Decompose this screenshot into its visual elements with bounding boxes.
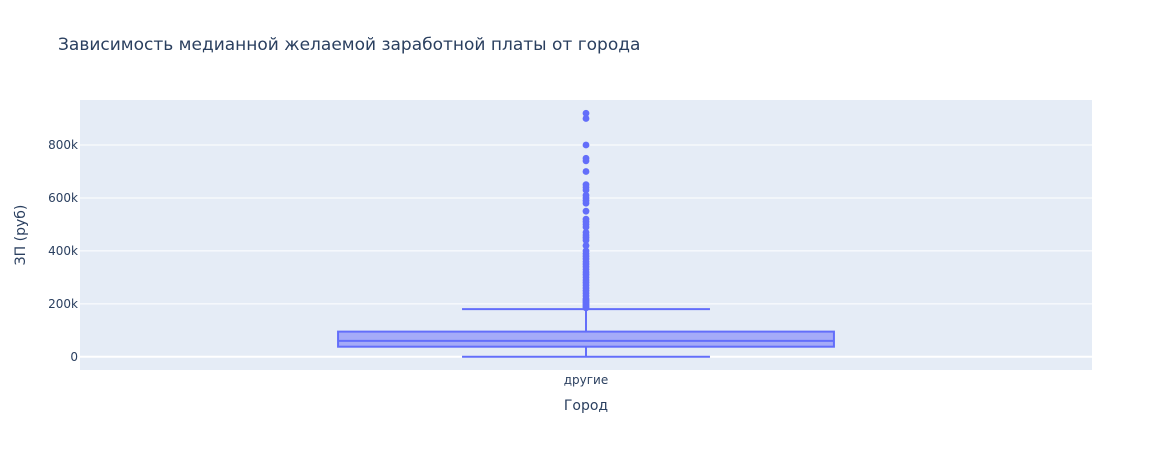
- outlier-point[interactable]: [582, 191, 590, 199]
- y-tick-label: 600k: [48, 191, 78, 205]
- y-axis-title: ЗП (руб): [13, 205, 29, 266]
- x-tick-label: другие: [564, 373, 609, 387]
- outlier-point[interactable]: [582, 109, 590, 117]
- y-tick-labels: 0 200k 400k 600k 800k: [48, 138, 78, 364]
- outlier-point[interactable]: [582, 141, 590, 149]
- box-series[interactable]: [337, 109, 835, 358]
- y-tick-label: 0: [70, 350, 78, 364]
- box-0[interactable]: [337, 109, 835, 358]
- outlier-point[interactable]: [582, 154, 590, 162]
- chart-title: Зависимость медианной желаемой заработно…: [58, 35, 640, 55]
- outlier-point[interactable]: [582, 207, 590, 215]
- y-tick-label: 400k: [48, 244, 78, 258]
- x-axis-title: Город: [564, 398, 608, 414]
- outlier-point[interactable]: [582, 115, 590, 122]
- outlier-point[interactable]: [582, 215, 590, 223]
- x-tick-labels: другие: [564, 373, 609, 387]
- outlier-point[interactable]: [582, 242, 590, 249]
- outlier-point[interactable]: [582, 168, 590, 175]
- outlier-point[interactable]: [582, 247, 590, 255]
- iqr-box[interactable]: [337, 330, 835, 348]
- outlier-point[interactable]: [582, 181, 590, 189]
- outlier-point[interactable]: [582, 228, 590, 236]
- y-tick-label: 800k: [48, 138, 78, 152]
- y-tick-label: 200k: [48, 297, 78, 311]
